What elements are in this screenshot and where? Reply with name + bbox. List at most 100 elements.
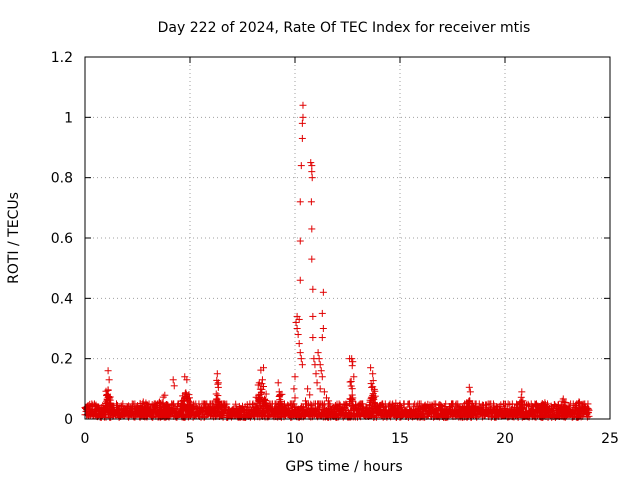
data-point [359, 400, 367, 408]
data-point [349, 358, 357, 366]
data-point [169, 376, 177, 384]
data-point [367, 364, 375, 372]
data-point [318, 334, 326, 342]
data-point [214, 380, 222, 388]
data-point [161, 391, 169, 399]
y-axis-label: ROTI / TECUs [6, 192, 22, 284]
x-tick-label: 25 [601, 431, 619, 447]
data-point [223, 400, 231, 408]
x-tick-label: 5 [186, 431, 195, 447]
data-point [297, 355, 305, 363]
chart-title: Day 222 of 2024, Rate Of TEC Index for r… [158, 20, 531, 36]
data-point [316, 361, 324, 369]
data-point [308, 174, 316, 182]
data-point [320, 388, 328, 396]
data-point [104, 367, 112, 375]
data-point [369, 377, 377, 385]
data-point [298, 361, 306, 369]
data-point [276, 396, 284, 404]
data-point [170, 382, 178, 390]
data-point [262, 390, 270, 398]
data-point [319, 325, 327, 332]
data-point [465, 383, 473, 391]
x-tick-label: 20 [496, 431, 514, 447]
y-tick-label: 1.2 [51, 50, 73, 66]
x-axis-ticks: 0 5 10 15 20 25 [81, 57, 619, 447]
data-point [290, 400, 298, 408]
data-point [316, 385, 324, 393]
data-point [258, 376, 266, 384]
data-point [326, 402, 334, 410]
data-point [291, 394, 299, 402]
data-point [185, 391, 193, 399]
plot-frame [84, 56, 611, 420]
data-point [291, 373, 299, 381]
data-point [315, 355, 323, 363]
data-point [313, 379, 321, 387]
data-point [260, 383, 267, 391]
data-point [308, 162, 316, 170]
y-tick-label: 1 [64, 110, 73, 126]
data-point [319, 288, 327, 296]
data-point [312, 370, 320, 378]
data-point [308, 168, 316, 176]
data-point [296, 198, 304, 206]
data-point [299, 113, 307, 121]
data-point [106, 396, 114, 404]
data-point [342, 401, 350, 409]
data-point [261, 396, 269, 404]
x-tick-label: 10 [286, 431, 304, 447]
data-point [299, 101, 307, 109]
data-point [346, 378, 354, 386]
data-point [277, 397, 285, 405]
data-point [290, 385, 298, 393]
y-tick-label: 0.6 [51, 231, 73, 247]
data-point [296, 276, 304, 284]
data-point [309, 312, 317, 320]
data-point [369, 370, 377, 378]
data-point [185, 394, 193, 402]
data-point [318, 309, 326, 317]
data-point [169, 401, 177, 409]
data-point [293, 325, 301, 332]
data-point [298, 119, 306, 127]
data-point [317, 367, 325, 375]
data-point [113, 400, 120, 408]
data-point [212, 390, 220, 398]
data-point [214, 392, 222, 400]
data-point [296, 237, 304, 245]
data-point [518, 388, 526, 396]
data-point [306, 391, 314, 399]
data-point [307, 159, 315, 167]
data-point [371, 387, 379, 395]
data-point [389, 400, 397, 408]
y-tick-label: 0 [64, 412, 73, 428]
x-axis-label: GPS time / hours [285, 459, 402, 475]
data-point [466, 388, 474, 396]
data-point [314, 349, 322, 357]
y-tick-label: 0.4 [51, 291, 73, 307]
data-point [298, 134, 306, 142]
data-point [213, 370, 221, 378]
data-point [304, 385, 312, 393]
data-point [274, 379, 282, 387]
data-point [294, 331, 302, 339]
data-point [292, 318, 300, 326]
data-point [307, 198, 315, 206]
data-point [215, 398, 223, 406]
data-point [297, 162, 305, 170]
data-point [348, 362, 356, 370]
y-axis-ticks: 0 0.2 0.4 0.6 0.8 1 1.2 [51, 50, 610, 428]
data-point [517, 393, 525, 401]
data-point [308, 225, 316, 233]
data-point [257, 389, 265, 397]
data-point [318, 373, 326, 381]
y-tick-label: 0.2 [51, 352, 73, 368]
grid-lines [85, 57, 610, 419]
x-tick-label: 0 [81, 431, 90, 447]
data-point [308, 255, 316, 263]
data-point [371, 392, 379, 400]
data-point [189, 406, 197, 414]
data-point [309, 285, 317, 293]
